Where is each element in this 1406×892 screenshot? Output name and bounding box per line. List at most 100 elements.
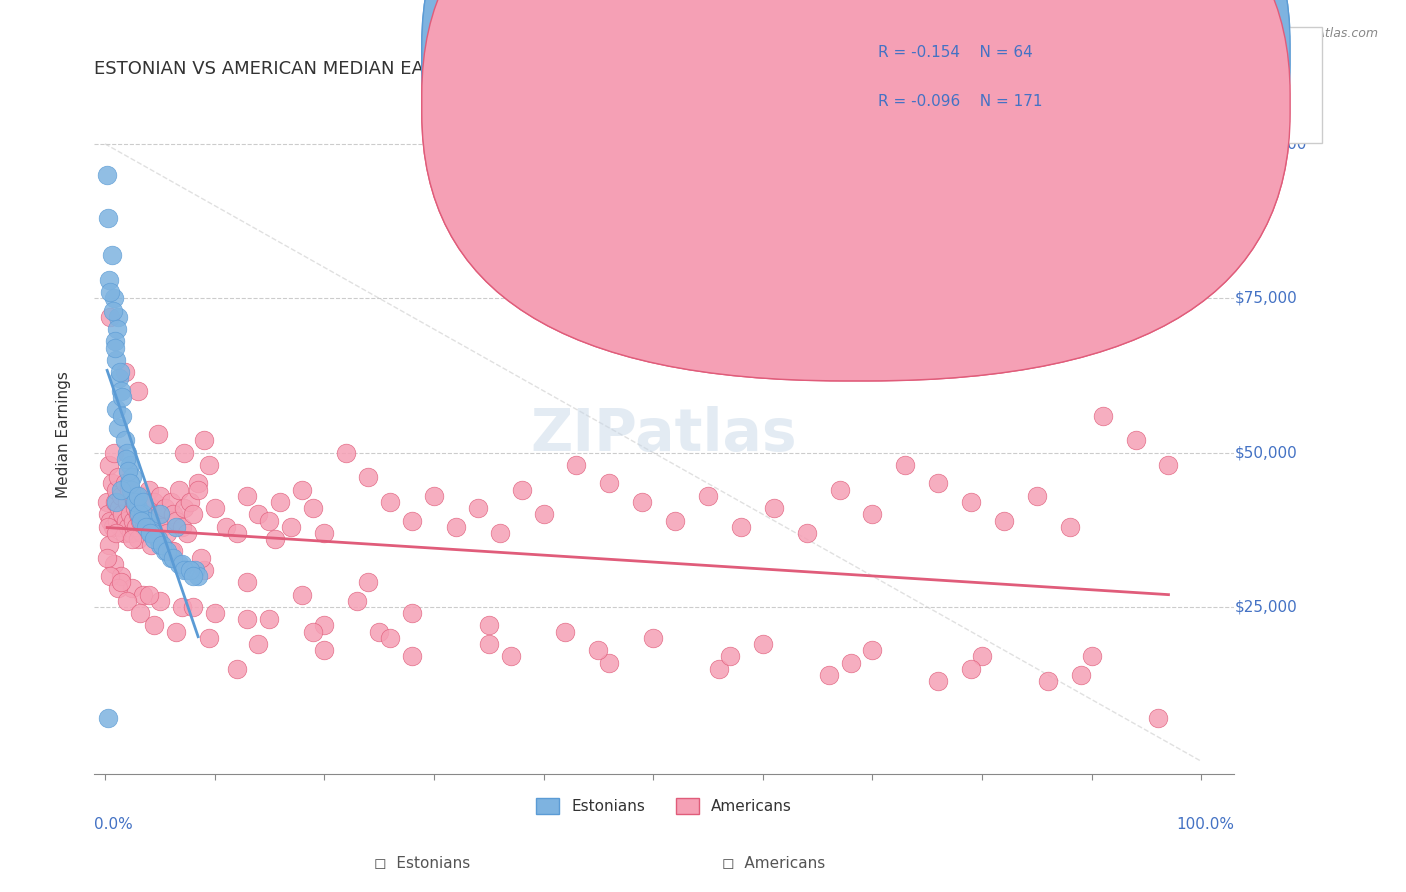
Point (598, 656, 620, 670)
Text: R = -0.096    N = 171: R = -0.096 N = 171 (877, 94, 1042, 109)
Point (357, 575, 380, 590)
Text: Median Earnings: Median Earnings (56, 370, 72, 498)
Point (291, 588, 314, 602)
Point (110, 569, 132, 583)
Point (142, 525, 165, 540)
Point (155, 501, 177, 516)
Point (187, 483, 209, 497)
Point (114, 365, 136, 379)
Point (141, 501, 163, 516)
Point (187, 569, 209, 583)
Point (115, 495, 138, 509)
Point (162, 508, 184, 522)
Point (156, 525, 179, 540)
Point (357, 470, 380, 484)
Point (236, 489, 259, 503)
Point (120, 458, 142, 472)
Point (129, 489, 152, 503)
Text: Source: ZipAtlas.com: Source: ZipAtlas.com (1244, 27, 1378, 40)
Point (993, 514, 1015, 528)
Point (159, 544, 181, 558)
Point (104, 353, 127, 368)
Text: 100.0%: 100.0% (1177, 817, 1234, 832)
Point (149, 594, 172, 608)
Point (159, 495, 181, 509)
Point (643, 631, 665, 645)
Point (862, 508, 884, 522)
Point (122, 514, 145, 528)
Point (181, 508, 204, 522)
Point (129, 606, 152, 620)
Point (173, 563, 195, 577)
Point (134, 495, 156, 509)
Point (139, 538, 162, 552)
Point (718, 649, 741, 664)
Point (105, 514, 128, 528)
Point (104, 483, 127, 497)
Point (346, 594, 368, 608)
Point (1091, 409, 1114, 423)
Point (129, 514, 152, 528)
Point (894, 458, 917, 472)
Point (125, 495, 148, 509)
Point (752, 637, 775, 651)
Point (128, 508, 150, 522)
Point (1070, 668, 1092, 682)
Point (149, 508, 172, 522)
Point (159, 550, 181, 565)
Point (184, 563, 207, 577)
Point (314, 618, 336, 632)
Point (155, 544, 177, 558)
Point (104, 525, 127, 540)
Point (96, 168, 118, 182)
Point (124, 519, 146, 533)
Text: ESTONIAN VS AMERICAN MEDIAN EARNINGS CORRELATION CHART: ESTONIAN VS AMERICAN MEDIAN EARNINGS COR… (94, 60, 695, 78)
Point (131, 525, 153, 540)
Point (145, 514, 167, 528)
Point (110, 483, 132, 497)
Point (134, 519, 156, 533)
Point (142, 525, 165, 540)
Point (264, 532, 287, 546)
Point (193, 434, 215, 448)
Point (143, 532, 166, 546)
Point (112, 525, 135, 540)
Point (103, 291, 125, 305)
Point (97, 508, 120, 522)
Point (146, 427, 169, 442)
Point (214, 519, 236, 533)
Point (135, 508, 157, 522)
Point (118, 476, 141, 491)
Text: $100,000: $100,000 (1234, 136, 1306, 152)
Point (335, 445, 357, 459)
Point (138, 519, 160, 533)
Point (146, 532, 169, 546)
Point (132, 501, 155, 516)
Point (146, 508, 169, 522)
Point (110, 519, 132, 533)
Point (165, 519, 187, 533)
Point (134, 519, 156, 533)
Point (225, 662, 247, 676)
Point (138, 588, 160, 602)
Point (100, 248, 122, 262)
Point (730, 519, 752, 533)
Point (554, 624, 576, 639)
Point (114, 434, 136, 448)
Point (1125, 434, 1147, 448)
Point (117, 519, 139, 533)
Text: ◻  Estonians: ◻ Estonians (374, 855, 470, 870)
Point (960, 495, 983, 509)
Point (204, 606, 226, 620)
Point (423, 489, 446, 503)
Point (104, 341, 127, 355)
Point (98, 273, 121, 287)
Point (127, 489, 149, 503)
Point (467, 501, 489, 516)
Text: $50,000: $50,000 (1234, 445, 1296, 460)
Point (169, 483, 191, 497)
Text: $75,000: $75,000 (1234, 291, 1296, 306)
Point (565, 458, 588, 472)
Point (862, 643, 884, 657)
Point (101, 303, 124, 318)
